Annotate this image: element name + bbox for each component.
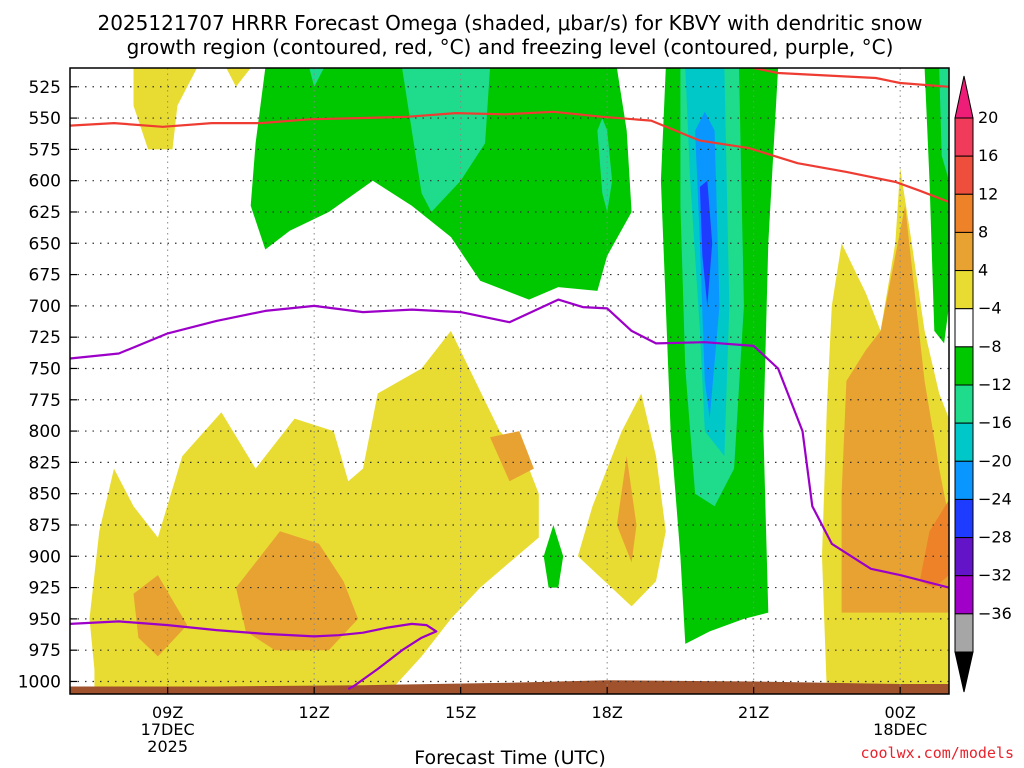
colorbar-bottom-arrow [954,651,974,693]
colorbar-seg-3 [954,231,974,272]
xtick-label-9-0: 09Z [152,703,183,722]
shaded-omega-regions [70,68,949,694]
ytick-label-850: 850 [29,485,61,505]
colorbar-label-3: 8 [978,222,988,241]
pressure-axis: 525 550 575 600 625 650 675 700 725 750 775 800 825 8… [18,78,77,692]
plot-frame [69,67,950,695]
omega-region-3 [309,68,324,87]
xtick-label-15-0: 15Z [445,703,476,722]
xtick-label-12-0: 12Z [299,703,330,722]
ytick-label-950: 950 [29,610,61,630]
colorbar-seg-1 [954,155,974,195]
omega-region-10 [699,180,713,306]
omega-region-14 [133,575,188,657]
ytick-label-700: 700 [29,297,61,317]
ytick-label-875: 875 [29,516,61,536]
colorbar-label-5: −4 [978,299,1002,318]
contour-line-3 [70,620,438,690]
colorbar-label-9: −20 [978,451,1012,470]
ytick-label-550: 550 [29,109,61,129]
omega-region-16 [490,431,534,482]
xtick-label-9-1: 17DEC [141,720,195,739]
omega-region-12 [939,68,949,181]
colorbar-label-12: −32 [978,566,1012,585]
omega-region-18 [616,456,637,563]
ytick-label-825: 825 [29,453,61,473]
chart-title-line-1: 2025121707 HRRR Forecast Omega (shaded, … [97,11,922,35]
xtick-label-9-2: 2025 [147,737,188,756]
xtick-label-24-1: 18DEC [873,720,927,739]
colorbar-top-arrow [954,75,974,119]
colorbar-label-6: −8 [978,337,1002,356]
xtick-label-21-0: 21Z [738,703,769,722]
colorbar-seg-9 [954,460,974,500]
ytick-label-1000: 1000 [18,672,61,692]
ytick-label-725: 725 [29,328,61,348]
colorbar-label-10: −24 [978,489,1012,508]
ytick-label-625: 625 [29,203,61,223]
omega-region-22 [919,499,949,588]
omega-region-23 [70,680,949,694]
colorbar-seg-5 [954,308,974,348]
colorbar-label-0: 20 [978,108,998,127]
contour-line-2 [70,298,949,589]
omega-region-0 [133,68,197,150]
contour-lines [70,68,949,690]
colorbar-seg-11 [954,537,974,577]
colorbar-seg-13 [954,613,974,653]
ytick-label-900: 900 [29,547,61,567]
x-axis-label: Forecast Time (UTC) [414,747,605,768]
site-credit[interactable]: coolwx.com/models [860,744,1014,762]
colorbar-seg-12 [954,575,974,615]
colorbar-label-4: 4 [978,261,988,280]
ytick-label-650: 650 [29,234,61,254]
colorbar-seg-10 [954,498,974,539]
omega-region-4 [402,68,490,212]
colorbar-seg-4 [954,270,974,310]
contour-line-1 [753,68,949,88]
colorbar-label-11: −28 [978,528,1012,547]
omega-region-15 [236,531,359,651]
omega-region-13 [89,330,539,694]
ytick-label-925: 925 [29,579,61,599]
omega-region-21 [841,205,949,613]
colorbar-seg-8 [954,422,974,462]
chart-title-line-2: growth region (contoured, red, °C) and f… [127,35,894,59]
colorbar-label-8: −16 [978,413,1012,432]
colorbar-label-7: −12 [978,375,1012,394]
ytick-label-750: 750 [29,359,61,379]
contour-line-0 [70,110,949,204]
colorbar-seg-0 [954,117,974,157]
colorbar-seg-6 [954,346,974,386]
omega-region-1 [226,68,251,87]
ytick-label-600: 600 [29,172,61,192]
xtick-label-18-0: 18Z [592,703,623,722]
omega-region-19 [543,525,564,588]
ytick-label-525: 525 [29,78,61,98]
colorbar-seg-2 [954,193,974,233]
ytick-label-775: 775 [29,391,61,411]
colorbar-label-13: −36 [978,604,1012,623]
xtick-label-24-0: 00Z [885,703,916,722]
ytick-label-675: 675 [29,266,61,286]
omega-colorbar: 20 16 12 8 4 −4 −8 −12 −16 −20 −24 −28 −32 −36 [954,75,1012,693]
colorbar-label-1: 16 [978,146,998,165]
omega-region-5 [597,118,613,212]
colorbar-label-2: 12 [978,184,998,203]
colorbar-seg-7 [954,384,974,424]
ytick-label-575: 575 [29,140,61,160]
ytick-label-800: 800 [29,422,61,442]
ytick-label-975: 975 [29,641,61,661]
